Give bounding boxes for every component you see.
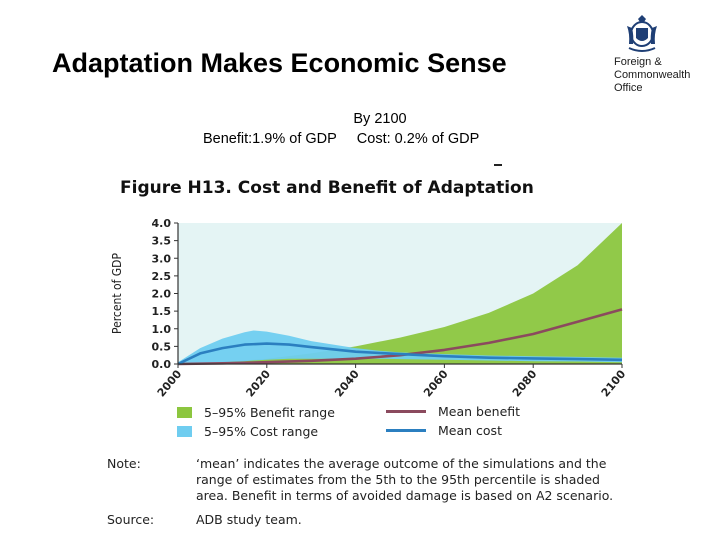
royal-crest-icon xyxy=(627,15,657,52)
legend-swatch xyxy=(177,407,192,418)
x-tick-label: 2100 xyxy=(599,367,629,399)
x-ticks-layer: 2000 2020 2040 2060 2080 2100 xyxy=(155,364,629,399)
logo-text-line1: Foreign & xyxy=(614,56,662,68)
note-label: Source: xyxy=(107,512,155,527)
x-tick-label: 2080 xyxy=(510,367,540,399)
y-tick-label: 4.0 xyxy=(152,217,172,230)
y-tick-label: 0.5 xyxy=(152,340,172,353)
x-tick-label: 2040 xyxy=(332,367,362,399)
figure-title: Figure H13. Cost and Benefit of Adaptati… xyxy=(120,178,534,198)
legend-line-sample xyxy=(386,410,426,413)
note-text: ADB study team. xyxy=(196,512,302,527)
subtitle-cost: Cost: 0.2% of GDP xyxy=(356,131,480,147)
y-tick-label: 1.0 xyxy=(152,323,172,336)
line-mean-cost xyxy=(177,342,623,366)
lines-layer xyxy=(177,308,623,366)
legend-label: Mean cost xyxy=(438,423,502,438)
y-ticks-layer: 0.0 0.5 1.0 1.5 2.0 2.5 3.0 3.5 4.0 xyxy=(152,217,178,371)
legend-line-sample xyxy=(386,429,426,432)
legend-item: 5–95% Cost range xyxy=(177,424,318,439)
note-label: Note: xyxy=(107,456,141,471)
stray-dash-mark xyxy=(494,164,502,166)
fco-logo: Foreign & Commonwealth Office xyxy=(612,14,712,96)
y-tick-label: 2.5 xyxy=(152,270,172,283)
x-tick-label: 2000 xyxy=(155,367,185,399)
y-tick-label: 2.0 xyxy=(152,288,172,301)
logo-text-line2: Commonwealth xyxy=(614,69,691,81)
note-text: ‘mean’ indicates the average outcome of … xyxy=(196,456,614,503)
subtitle-benefit: Benefit:1.9% of GDP xyxy=(203,131,337,147)
y-tick-label: 0.0 xyxy=(152,358,172,371)
legend-label: 5–95% Benefit range xyxy=(204,405,335,420)
legend-item: Mean benefit xyxy=(386,404,520,419)
band-5-95-cost-range xyxy=(178,330,622,364)
legend-label: Mean benefit xyxy=(438,404,521,419)
subtitle-year: By 2100 xyxy=(353,111,407,127)
slide-title: Adaptation Makes Economic Sense xyxy=(52,48,507,78)
subtitle-summary: Benefit:1.9% of GDP Cost: 0.2% of GDP xyxy=(203,131,479,147)
y-tick-label: 1.5 xyxy=(152,305,172,318)
bands-layer xyxy=(178,223,622,364)
legend-label: 5–95% Cost range xyxy=(204,424,319,439)
legend-swatch xyxy=(177,426,192,437)
band-5-95-benefit-range xyxy=(178,223,622,364)
y-tick-label: 3.0 xyxy=(152,252,172,265)
legend-item: 5–95% Benefit range xyxy=(177,405,335,420)
legend-item: Mean cost xyxy=(386,423,502,438)
logo-text-line3: Office xyxy=(614,82,643,94)
x-tick-label: 2020 xyxy=(243,367,273,399)
x-tick-label: 2060 xyxy=(421,367,451,399)
y-tick-label: 3.5 xyxy=(152,235,172,248)
y-axis-label: Percent of GDP xyxy=(110,253,124,334)
